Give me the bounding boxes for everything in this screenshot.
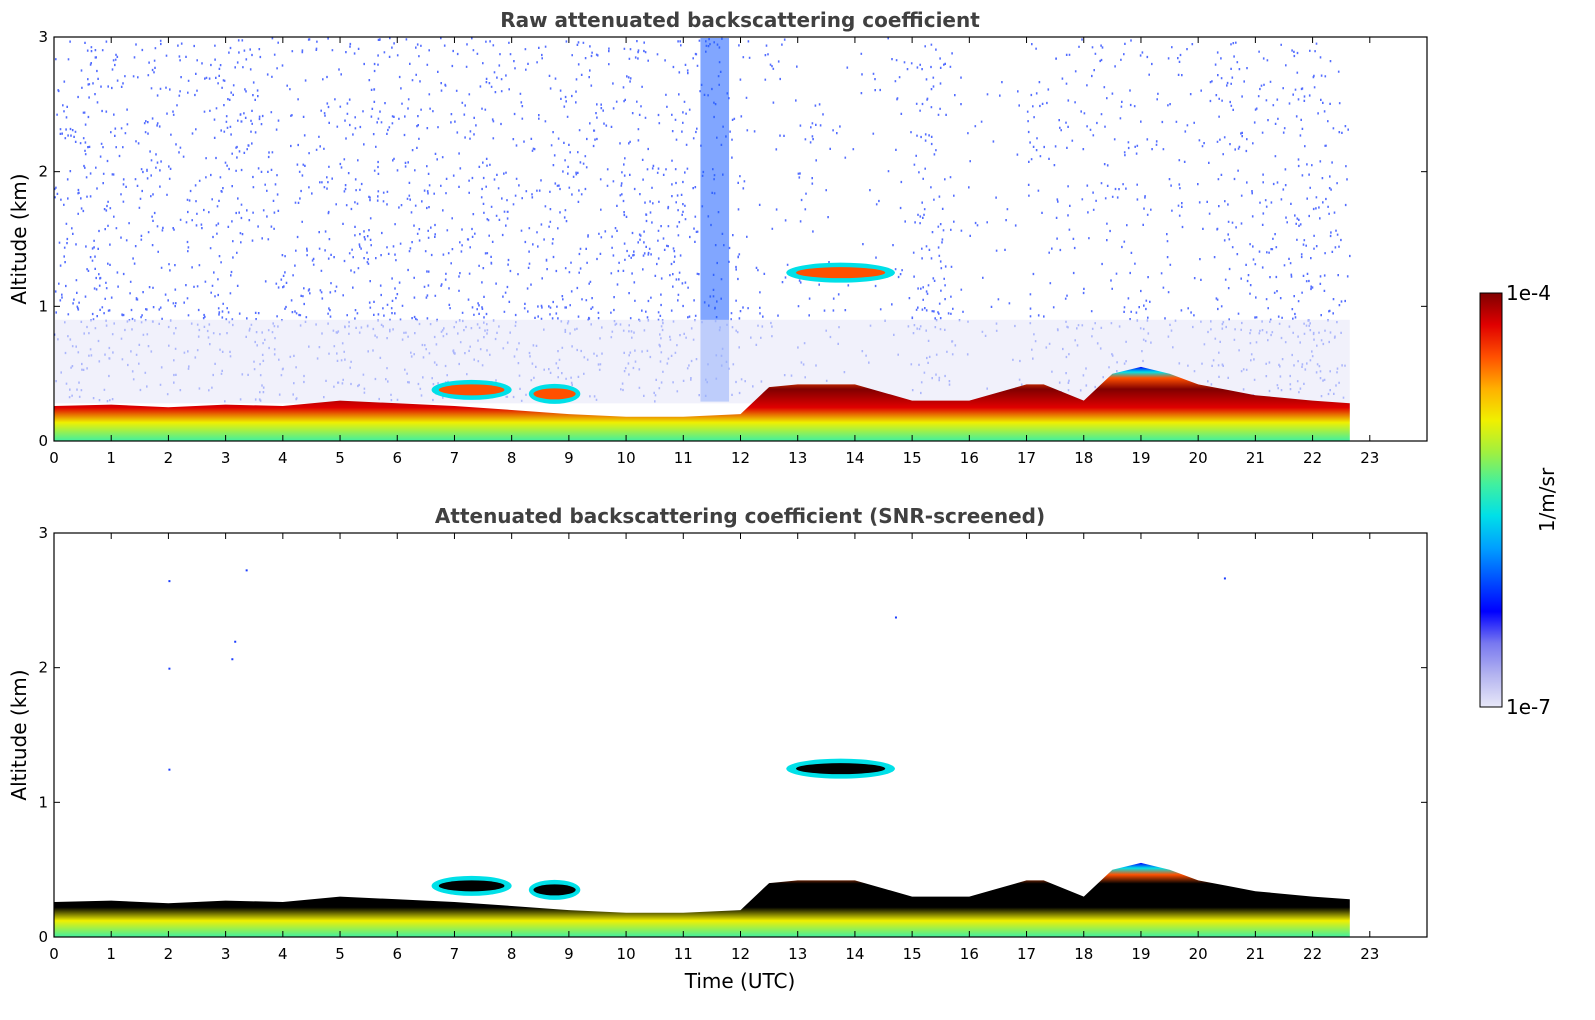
panel-raw: Raw attenuated backscattering coefficien…	[7, 8, 1428, 467]
x-tick-label: 18	[1074, 449, 1093, 467]
panel-raw-y-axis: 0 1 2 3	[38, 28, 1427, 450]
x-tick-label: 5	[335, 945, 345, 963]
panel-raw-y-label: Altitude (km)	[7, 173, 31, 304]
elevated-layer-core	[533, 388, 576, 400]
x-tick-label: 16	[960, 449, 979, 467]
y-tick-label: 3	[38, 28, 48, 46]
x-tick-label: 1	[106, 449, 116, 467]
x-tick-label: 11	[674, 449, 693, 467]
x-tick-label: 19	[1131, 449, 1150, 467]
elevated-layer-core	[533, 884, 576, 896]
panel-snr-x-axis: 0 1 2 3 4 5 6 7 8 9 10 11 12 13 14 15 16 17 18 19 20 21 22 23	[49, 533, 1379, 963]
isolated-point	[168, 667, 171, 670]
x-tick-label: 21	[1246, 945, 1265, 963]
isolated-point	[245, 569, 248, 572]
y-tick-label: 2	[38, 659, 48, 677]
panel-snr-y-axis: 0 1 2 3	[38, 524, 1427, 946]
y-tick-label: 1	[38, 793, 48, 811]
x-tick-label: 4	[278, 945, 288, 963]
isolated-point	[894, 616, 897, 619]
x-tick-label: 12	[731, 449, 750, 467]
colorbar-max-label: 1e-4	[1506, 281, 1551, 305]
x-tick-label: 14	[845, 945, 864, 963]
panel-raw-title: Raw attenuated backscattering coefficien…	[500, 8, 980, 32]
x-tick-label: 16	[960, 945, 979, 963]
x-tick-label: 21	[1246, 449, 1265, 467]
x-tick-label: 6	[392, 945, 402, 963]
x-tick-label: 12	[731, 945, 750, 963]
isolated-point	[168, 580, 171, 583]
y-tick-label: 3	[38, 524, 48, 542]
elevated-layer-core	[438, 384, 505, 396]
x-tick-label: 11	[674, 945, 693, 963]
x-tick-label: 20	[1189, 449, 1208, 467]
y-tick-label: 2	[38, 163, 48, 181]
panel-snr-y-label: Altitude (km)	[7, 669, 31, 800]
x-tick-label: 7	[450, 449, 460, 467]
boundary-layer	[54, 862, 1350, 937]
x-tick-label: 10	[617, 449, 636, 467]
x-tick-label: 4	[278, 449, 288, 467]
x-tick-label: 2	[164, 945, 174, 963]
panel-raw-plot-area	[54, 37, 1351, 441]
elevated-layer-core	[796, 763, 886, 775]
x-tick-label: 17	[1017, 449, 1036, 467]
x-tick-label: 23	[1360, 945, 1379, 963]
isolated-point	[168, 768, 171, 771]
x-tick-label: 10	[617, 945, 636, 963]
x-tick-label: 22	[1303, 449, 1322, 467]
x-tick-label: 15	[903, 945, 922, 963]
boundary-layer	[54, 366, 1350, 441]
x-tick-label: 20	[1189, 945, 1208, 963]
elevated-layer-core	[796, 267, 886, 279]
isolated-point	[1223, 577, 1226, 580]
x-tick-label: 8	[507, 945, 517, 963]
x-tick-label: 1	[106, 945, 116, 963]
colorbar-min-label: 1e-7	[1506, 695, 1551, 719]
panel-snr-title: Attenuated backscattering coefficient (S…	[435, 504, 1045, 528]
x-tick-label: 19	[1131, 945, 1150, 963]
colorbar: 1e-4 1e-7 1/m/sr	[1479, 281, 1559, 719]
panel-snr-x-label: Time (UTC)	[684, 969, 796, 993]
x-tick-label: 9	[564, 945, 574, 963]
panel-snr-frame	[53, 532, 1428, 938]
panel-snr: Attenuated backscattering coefficient (S…	[7, 504, 1428, 993]
x-tick-label: 2	[164, 449, 174, 467]
y-tick-label: 1	[38, 297, 48, 315]
colorbar-gradient	[1479, 292, 1503, 708]
elevated-layer-core	[438, 880, 505, 892]
x-tick-label: 17	[1017, 945, 1036, 963]
isolated-point	[231, 658, 234, 661]
x-tick-label: 6	[392, 449, 402, 467]
x-tick-label: 3	[221, 945, 231, 963]
x-tick-label: 5	[335, 449, 345, 467]
isolated-point	[234, 640, 237, 643]
panel-snr-plot-area	[54, 569, 1350, 937]
x-tick-label: 13	[788, 945, 807, 963]
x-tick-label: 18	[1074, 945, 1093, 963]
x-tick-label: 7	[450, 945, 460, 963]
x-tick-label: 8	[507, 449, 517, 467]
x-tick-label: 3	[221, 449, 231, 467]
y-tick-label: 0	[38, 432, 48, 450]
x-tick-label: 0	[49, 449, 59, 467]
x-tick-label: 13	[788, 449, 807, 467]
x-tick-label: 9	[564, 449, 574, 467]
colorbar-unit-label: 1/m/sr	[1535, 467, 1559, 532]
x-tick-label: 23	[1360, 449, 1379, 467]
x-tick-label: 14	[845, 449, 864, 467]
panel-raw-x-axis: 0 1 2 3 4 5 6 7 8 9 10 11 12 13 14 15 16 17 18 19 20 21 22 23	[49, 37, 1379, 467]
x-tick-label: 22	[1303, 945, 1322, 963]
x-tick-label: 15	[903, 449, 922, 467]
x-tick-label: 0	[49, 945, 59, 963]
y-tick-label: 0	[38, 928, 48, 946]
